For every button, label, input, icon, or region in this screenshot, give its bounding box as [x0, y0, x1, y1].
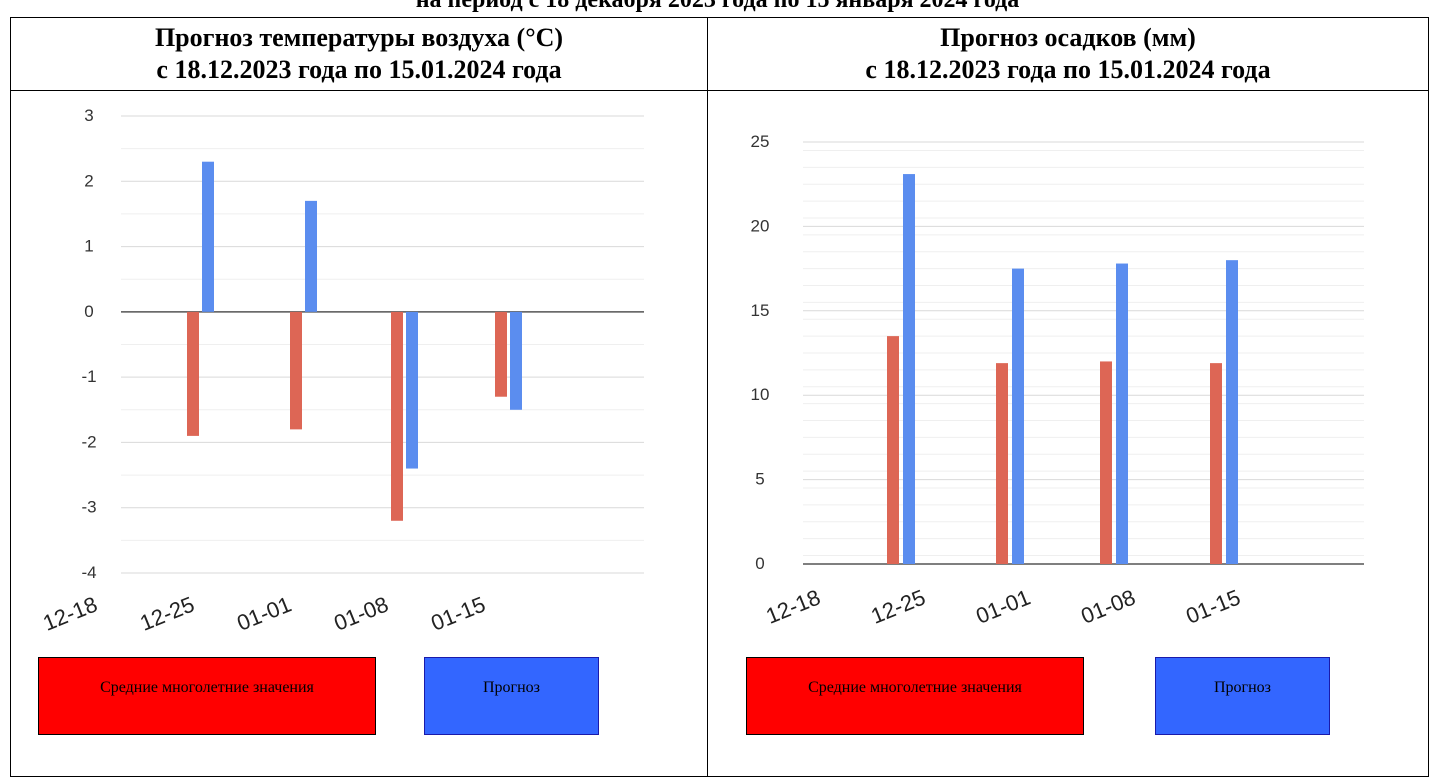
temperature-title: Прогноз температуры воздуха (°C): [155, 22, 563, 54]
temperature-header: Прогноз температуры воздуха (°C) с 18.12…: [11, 20, 707, 88]
precipitation-x-tick-label: 01-08: [1077, 584, 1139, 628]
temperature-y-tick-label: 0: [84, 302, 93, 321]
header-divider: [10, 90, 1429, 91]
temperature-normal-bar: [391, 312, 403, 521]
temperature-legend-forecast: Прогноз: [424, 657, 599, 735]
temperature-y-tick-label: -3: [81, 498, 96, 517]
temperature-y-tick-label: -1: [81, 367, 96, 386]
precipitation-y-tick-label: 0: [755, 554, 764, 573]
temperature-y-tick-label: -2: [81, 432, 96, 451]
precipitation-forecast-bar: [1116, 264, 1128, 564]
temperature-normal-bar: [495, 312, 507, 397]
temperature-chart: 3 2 1 0 -1 -2 -3 -4 12-18 12-25 01-01 01-08 01-15: [11, 92, 707, 632]
temperature-forecast-bar: [305, 201, 317, 312]
precipitation-period: с 18.12.2023 года по 15.01.2024 года: [865, 54, 1270, 86]
precipitation-header: Прогноз осадков (мм) с 18.12.2023 года п…: [708, 20, 1428, 88]
precipitation-y-tick-label: 20: [751, 216, 770, 235]
precipitation-legend-normal: Средние многолетние значения: [746, 657, 1084, 735]
temperature-normal-bar: [187, 312, 199, 436]
temperature-x-tick-label: 01-15: [427, 591, 489, 635]
precipitation-forecast-bar: [903, 174, 915, 564]
precipitation-normal-bar: [1210, 363, 1222, 564]
precipitation-title: Прогноз осадков (мм): [940, 22, 1196, 54]
precipitation-y-tick-label: 15: [751, 301, 770, 320]
temperature-forecast-bar: [202, 162, 214, 312]
precipitation-x-tick-label: 12-18: [762, 584, 824, 628]
precipitation-forecast-bar: [1012, 269, 1024, 564]
page-title: на период с 18 декабря 2023 года по 15 я…: [0, 0, 1435, 14]
temperature-forecast-bar: [510, 312, 522, 410]
precipitation-y-tick-label: 5: [755, 470, 764, 489]
temperature-x-tick-label: 12-18: [39, 591, 101, 635]
temperature-legend-normal: Средние многолетние значения: [38, 657, 376, 735]
precipitation-y-tick-label: 10: [751, 385, 770, 404]
precipitation-x-tick-label: 01-01: [972, 584, 1034, 628]
precipitation-forecast-bar: [1226, 260, 1238, 564]
temperature-period: с 18.12.2023 года по 15.01.2024 года: [156, 54, 561, 86]
precipitation-normal-bar: [1100, 361, 1112, 564]
temperature-y-tick-label: 1: [84, 237, 93, 256]
precipitation-normal-bar: [887, 336, 899, 564]
temperature-y-tick-label: 2: [84, 171, 93, 190]
precipitation-legend-forecast: Прогноз: [1155, 657, 1330, 735]
temperature-y-tick-label: 3: [84, 106, 93, 125]
temperature-x-tick-label: 12-25: [136, 591, 198, 635]
precipitation-y-tick-label: 25: [751, 132, 770, 151]
temperature-y-tick-label: -4: [81, 563, 96, 582]
precipitation-normal-bar: [996, 363, 1008, 564]
precipitation-chart: 25 20 15 10 5 0 12-18 12-25 01-01 01-08 01-15: [708, 92, 1428, 632]
precipitation-x-tick-label: 01-15: [1182, 584, 1244, 628]
precipitation-x-tick-label: 12-25: [867, 584, 929, 628]
temperature-x-tick-label: 01-08: [330, 591, 392, 635]
temperature-forecast-bar: [406, 312, 418, 469]
temperature-normal-bar: [290, 312, 302, 430]
temperature-x-tick-label: 01-01: [233, 591, 295, 635]
